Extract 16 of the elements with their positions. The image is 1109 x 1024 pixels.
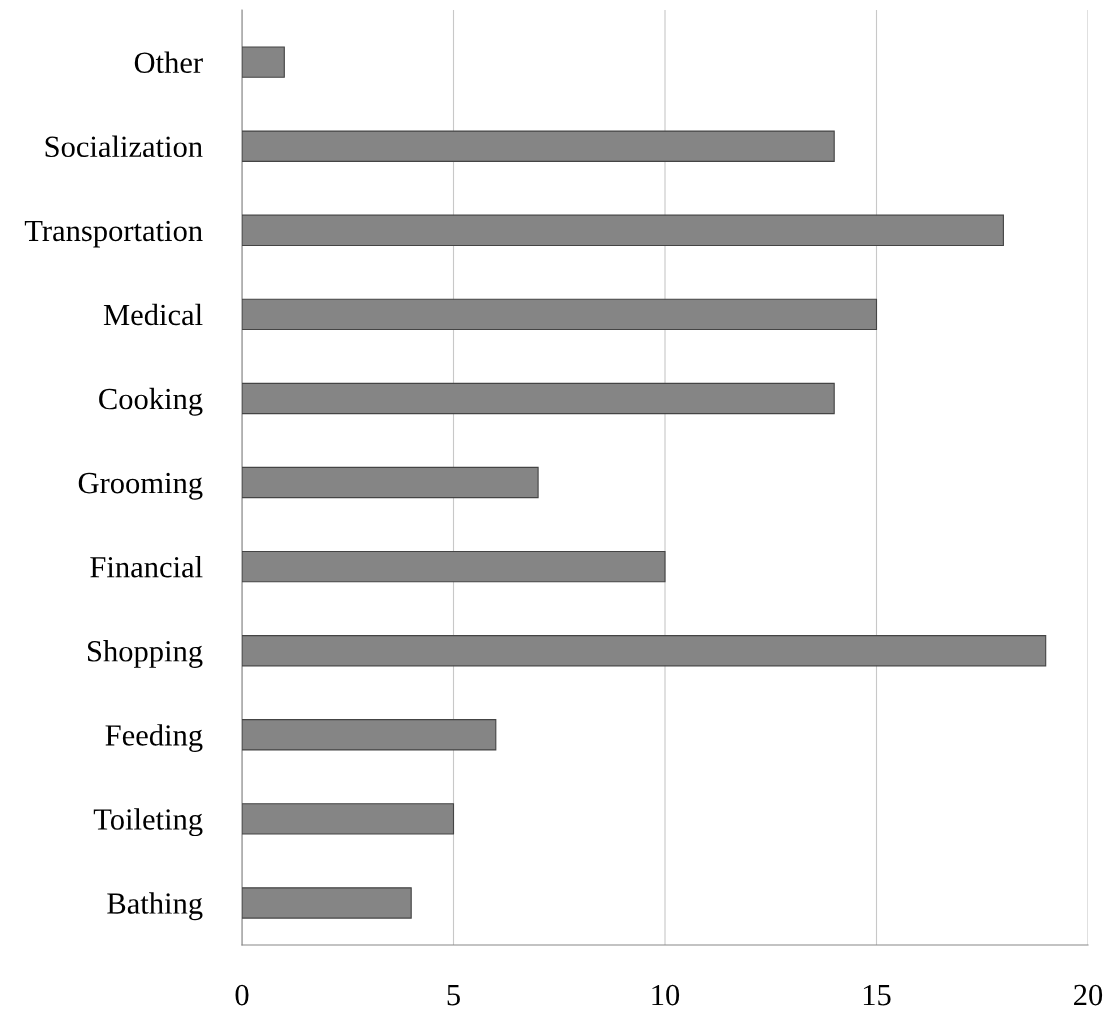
y-tick-label: Other xyxy=(134,51,203,74)
y-tick-label: Cooking xyxy=(99,387,203,416)
y-tick-label: Medical xyxy=(103,303,203,326)
y-tick-label: Socialization xyxy=(45,135,203,158)
y-tick-label: Transportation xyxy=(24,220,203,248)
y-tick-label: Toileting xyxy=(93,808,203,837)
y-tick-label: Feeding xyxy=(105,724,203,752)
x-tick-label: 15 xyxy=(863,984,891,1006)
x-tick-label: 10 xyxy=(652,984,680,1006)
x-tick-label: 5 xyxy=(447,985,460,1006)
y-tick-label: Shopping xyxy=(88,640,203,668)
y-tick-label: Grooming xyxy=(78,472,203,500)
x-tick-label: 0 xyxy=(235,984,249,1006)
x-tick-label: 20 xyxy=(1074,984,1103,1006)
y-tick-label: Financial xyxy=(90,556,203,578)
y-tick-label: Bathing xyxy=(107,892,203,921)
